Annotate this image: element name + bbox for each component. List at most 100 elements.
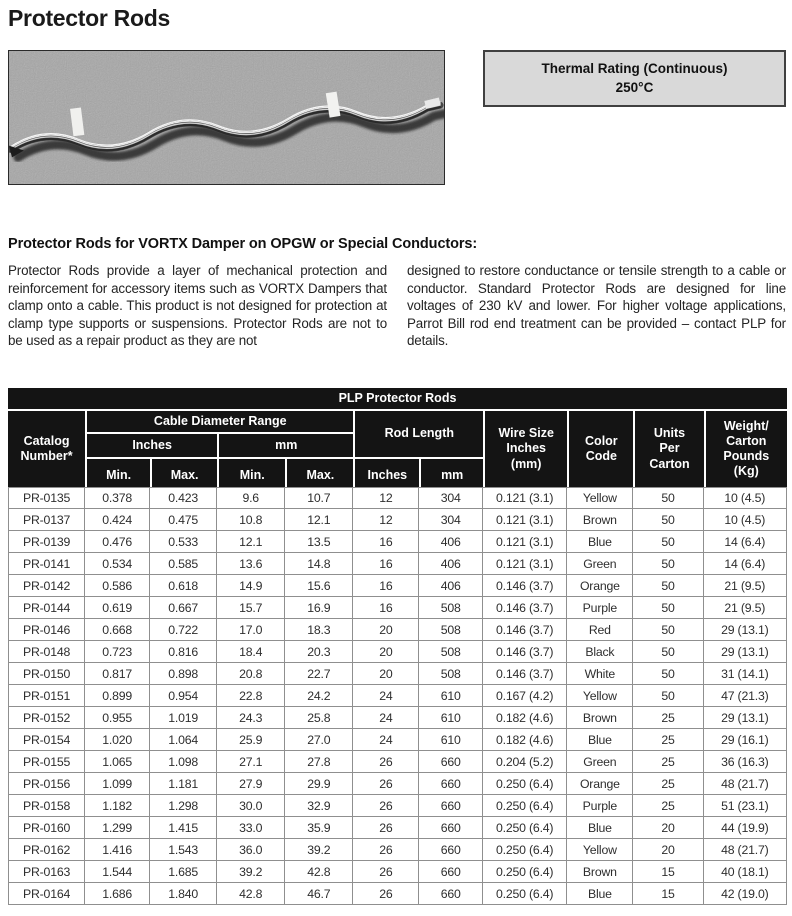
tape-markers: [70, 91, 441, 137]
table-header: PLP Protector Rods Catalog Number* Cable…: [8, 388, 787, 487]
table-cell: 20: [353, 663, 420, 685]
table-cell: 50: [633, 553, 704, 575]
table-cell: 24.2: [285, 685, 354, 707]
table-cell: 660: [419, 795, 484, 817]
table-cell: 18.4: [217, 641, 286, 663]
table-cell: 26: [353, 795, 420, 817]
table-cell: 0.585: [150, 553, 218, 575]
table-row: PR-0142 0.586 0.618 14.9 15.6 16 406 0.146 (3.7…: [8, 575, 787, 597]
table-cell: PR-0135: [8, 487, 86, 509]
table-cell: Orange: [567, 575, 634, 597]
table-cell: 44 (19.9): [703, 817, 787, 839]
col-header-weight: Weight/ Carton Pounds (Kg): [703, 409, 787, 487]
table-cell: 1.544: [85, 861, 151, 883]
table-cell: 25.8: [285, 707, 354, 729]
table-cell: 610: [419, 707, 484, 729]
table-cell: 508: [419, 619, 484, 641]
table-cell: 1.416: [85, 839, 151, 861]
table-cell: PR-0142: [8, 575, 86, 597]
table-cell: 21 (9.5): [703, 575, 787, 597]
table-cell: 13.5: [285, 531, 354, 553]
table-cell: 304: [419, 487, 484, 509]
table-cell: 0.618: [150, 575, 218, 597]
table-cell: 26: [353, 839, 420, 861]
table-cell: PR-0156: [8, 773, 86, 795]
table-cell: 304: [419, 509, 484, 531]
table-cell: 26: [353, 817, 420, 839]
table-cell: 29.9: [285, 773, 354, 795]
table-cell: Brown: [567, 861, 634, 883]
thermal-rating-label: Thermal Rating (Continuous): [541, 60, 728, 76]
table-cell: 20.3: [285, 641, 354, 663]
table-cell: 1.064: [150, 729, 218, 751]
table-cell: Green: [567, 751, 634, 773]
table-cell: 0.619: [85, 597, 151, 619]
table-cell: 0.954: [150, 685, 218, 707]
section-heading: Protector Rods for VORTX Damper on OPGW …: [8, 236, 478, 252]
table-cell: 0.898: [150, 663, 218, 685]
table-cell: 0.250 (6.4): [483, 773, 568, 795]
table-cell: 0.182 (4.6): [483, 729, 568, 751]
protector-rods-table: PLP Protector Rods Catalog Number* Cable…: [8, 388, 787, 905]
table-cell: 27.1: [217, 751, 286, 773]
table-row: PR-0156 1.099 1.181 27.9 29.9 26 660 0.250 (6.4…: [8, 773, 787, 795]
table-row: PR-0160 1.299 1.415 33.0 35.9 26 660 0.250 (6.4…: [8, 817, 787, 839]
table-cell: 0.378: [85, 487, 151, 509]
col-header-units-per-carton: Units Per Carton: [633, 409, 704, 487]
table-cell: 0.121 (3.1): [483, 509, 568, 531]
table-cell: PR-0144: [8, 597, 86, 619]
table-cell: 660: [419, 773, 484, 795]
table-row: PR-0154 1.020 1.064 25.9 27.0 24 610 0.182 (4.6…: [8, 729, 787, 751]
table-cell: PR-0137: [8, 509, 86, 531]
table-cell: 27.8: [285, 751, 354, 773]
table-cell: Brown: [567, 509, 634, 531]
table-cell: 1.299: [85, 817, 151, 839]
table-cell: 12: [353, 509, 420, 531]
intro-column-right: designed to restore conductance or tensi…: [407, 263, 786, 349]
table-row: PR-0155 1.065 1.098 27.1 27.8 26 660 0.204 (5.2…: [8, 751, 787, 773]
table-cell: 10.8: [217, 509, 286, 531]
table-cell: 1.019: [150, 707, 218, 729]
table-cell: 32.9: [285, 795, 354, 817]
table-cell: PR-0158: [8, 795, 86, 817]
table-cell: 50: [633, 597, 704, 619]
table-cell: PR-0148: [8, 641, 86, 663]
col-header-inches-min: Min.: [85, 457, 151, 487]
col-header-catalog-number: Catalog Number*: [8, 409, 86, 487]
table-cell: Blue: [567, 729, 634, 751]
table-cell: 0.250 (6.4): [483, 817, 568, 839]
table-cell: 16: [353, 531, 420, 553]
table-cell: 33.0: [217, 817, 286, 839]
col-header-mm: mm: [217, 432, 354, 457]
intro-column-left: Protector Rods provide a layer of mechan…: [8, 263, 387, 349]
table-cell: PR-0141: [8, 553, 86, 575]
table-cell: 0.955: [85, 707, 151, 729]
col-header-wire-size: Wire Size Inches (mm): [483, 409, 568, 487]
table-cell: 12.1: [285, 509, 354, 531]
table-cell: 20: [353, 641, 420, 663]
table-row: PR-0135 0.378 0.423 9.6 10.7 12 304 0.121 (3.1)…: [8, 487, 787, 509]
table-cell: 16: [353, 575, 420, 597]
table-cell: 50: [633, 575, 704, 597]
table-cell: 1.181: [150, 773, 218, 795]
table-cell: 48 (21.7): [703, 773, 787, 795]
table-cell: 15.6: [285, 575, 354, 597]
table-cell: 24: [353, 685, 420, 707]
table-cell: PR-0150: [8, 663, 86, 685]
table-cell: 24.3: [217, 707, 286, 729]
table-cell: 29 (13.1): [703, 641, 787, 663]
table-cell: Yellow: [567, 487, 634, 509]
table-cell: 14.9: [217, 575, 286, 597]
table-cell: 0.816: [150, 641, 218, 663]
table-cell: 0.475: [150, 509, 218, 531]
table-cell: 1.182: [85, 795, 151, 817]
product-photo: [8, 50, 445, 185]
table-cell: PR-0160: [8, 817, 86, 839]
table-cell: 0.476: [85, 531, 151, 553]
table-cell: 1.065: [85, 751, 151, 773]
table-cell: 1.685: [150, 861, 218, 883]
table-cell: 25: [633, 729, 704, 751]
table-cell: 0.121 (3.1): [483, 553, 568, 575]
table-cell: 26: [353, 883, 420, 905]
intro-text: Protector Rods provide a layer of mechan…: [8, 262, 786, 350]
